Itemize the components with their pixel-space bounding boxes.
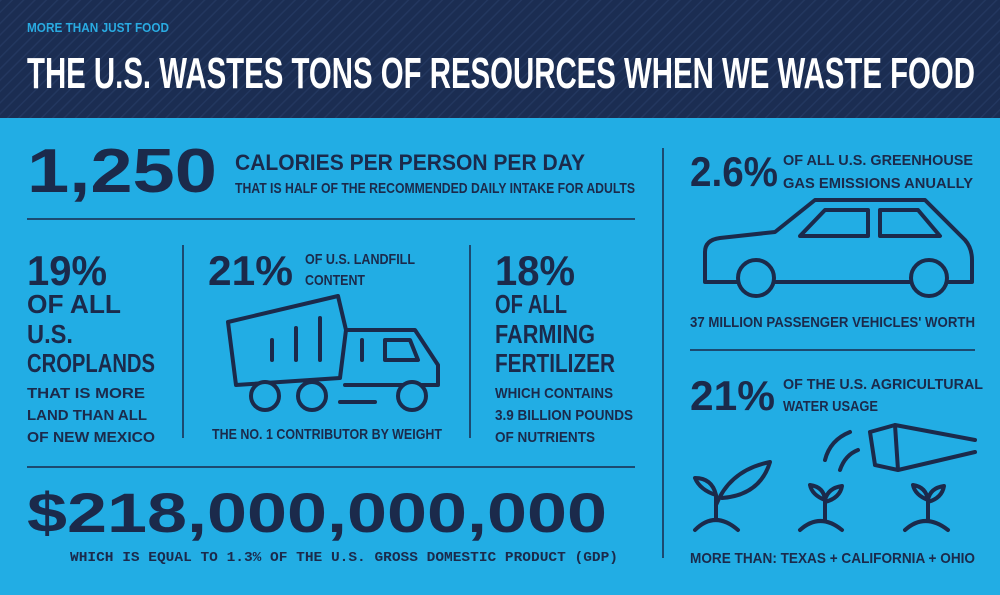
body-panel	[0, 118, 1000, 595]
stat-label: CROPLANDS	[27, 348, 155, 378]
stat-note: MORE THAN: TEXAS + CALIFORNIA + OHIO	[690, 550, 975, 567]
header-band	[0, 0, 1000, 118]
stat-note: THAT IS MORE	[27, 385, 145, 402]
stat-number: $218,000,000,000	[27, 481, 607, 544]
stat-note: THAT IS HALF OF THE RECOMMENDED DAILY IN…	[235, 180, 635, 197]
stat-number: 2.6%	[690, 148, 778, 195]
stat-note: WHICH CONTAINS	[495, 385, 613, 402]
stat-label: CALORIES PER PERSON PER DAY	[235, 150, 585, 175]
stat-label: OF THE U.S. AGRICULTURAL	[783, 376, 983, 393]
stat-label: WATER USAGE	[783, 398, 878, 415]
stat-label: FARMING	[495, 319, 595, 349]
stat-number: 18%	[495, 247, 575, 294]
stat-note: WHICH IS EQUAL TO 1.3% OF THE U.S. GROSS…	[70, 550, 618, 566]
stat-label: OF ALL U.S. GREENHOUSE	[783, 152, 973, 169]
stat-label: U.S.	[27, 319, 73, 349]
stat-label: GAS EMISSIONS ANUALLY	[783, 175, 973, 192]
stat-note: OF NEW MEXICO	[27, 429, 155, 446]
stat-note: THE NO. 1 CONTRIBUTOR BY WEIGHT	[212, 426, 442, 443]
stat-note: OF NUTRIENTS	[495, 429, 595, 446]
stat-note: LAND THAN ALL	[27, 407, 147, 424]
kicker: MORE THAN JUST FOOD	[27, 20, 169, 35]
stat-label: CONTENT	[305, 272, 365, 289]
stat-note: 3.9 BILLION POUNDS	[495, 407, 633, 424]
car-icon	[703, 198, 974, 298]
stat-number: 21%	[690, 372, 775, 419]
stat-number: 1,250	[27, 137, 217, 206]
truck-icon	[226, 294, 440, 412]
stat-number: 19%	[27, 247, 107, 294]
stat-label: OF U.S. LANDFILL	[305, 251, 415, 268]
stat-label: FERTILIZER	[495, 348, 615, 378]
stat-number: 21%	[208, 247, 293, 294]
stat-label: OF ALL	[495, 289, 567, 319]
title: THE U.S. WASTES TONS OF RESOURCES WHEN W…	[27, 49, 975, 98]
stat-note: 37 MILLION PASSENGER VEHICLES' WORTH	[690, 314, 975, 331]
plants-icon	[693, 423, 977, 532]
stat-label: OF ALL	[27, 289, 121, 319]
